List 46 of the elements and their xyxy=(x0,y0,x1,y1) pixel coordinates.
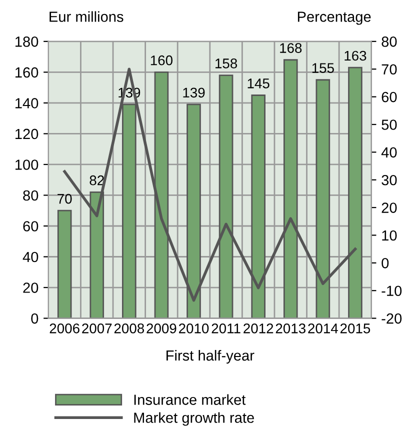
x-axis-title: First half-year xyxy=(166,350,254,364)
x-tick-label: 2014 xyxy=(308,324,338,334)
bar xyxy=(57,210,72,318)
x-tick-label: 2007 xyxy=(82,324,112,334)
y2-tick-label: -10 xyxy=(382,286,402,296)
x-tick-label: 2015 xyxy=(340,324,370,334)
data-label: 145 xyxy=(248,78,270,88)
y2-tick-label: 30 xyxy=(382,174,397,186)
x-tick-label: 2012 xyxy=(244,324,274,334)
y-tick-label: 160 xyxy=(16,67,38,78)
y2-tick-label: 10 xyxy=(382,230,397,241)
data-label: 160 xyxy=(150,55,173,66)
legend-label: Insurance market xyxy=(134,394,246,405)
x-tick-label: 2010 xyxy=(179,324,209,334)
data-label: 168 xyxy=(280,43,302,53)
y-tick-label: 80 xyxy=(23,190,38,201)
y2-tick-label: 40 xyxy=(381,147,397,158)
y-axis-title: Eur millions xyxy=(50,11,124,22)
y2-tick-label: -20 xyxy=(382,313,402,324)
y2-tick-label: 0 xyxy=(382,258,389,268)
x-tick-label: 2006 xyxy=(50,324,80,334)
y2-tick-label: 70 xyxy=(382,64,397,75)
data-label: 70 xyxy=(58,194,72,204)
y-tick-label: 120 xyxy=(16,128,38,140)
data-label: 155 xyxy=(312,63,334,73)
y-tick-label: 140 xyxy=(16,98,38,108)
y2-tick-label: 20 xyxy=(382,202,397,213)
y-tick-label: 40 xyxy=(22,252,38,262)
y2-tick-label: 80 xyxy=(382,36,397,47)
x-tick-label: 2008 xyxy=(114,324,144,334)
legend-label: Market growth rate xyxy=(134,412,254,426)
data-label: 163 xyxy=(344,50,366,61)
data-label: 82 xyxy=(90,175,104,186)
y2-tick-label: 60 xyxy=(382,92,397,102)
y-tick-label: 100 xyxy=(16,160,38,170)
y2-axis-title: Percentage xyxy=(298,12,371,25)
y-tick-label: 60 xyxy=(23,221,38,232)
y-tick-label: 20 xyxy=(23,282,38,293)
x-tick-label: 2011 xyxy=(212,324,240,334)
y-tick-label: 180 xyxy=(16,36,38,47)
data-label: 158 xyxy=(216,58,238,68)
y-tick-label: 0 xyxy=(31,313,38,324)
y2-tick-label: 50 xyxy=(382,120,397,130)
x-tick-label: 2009 xyxy=(146,324,176,334)
x-tick-label: 2013 xyxy=(276,324,306,334)
data-label: 139 xyxy=(183,88,205,98)
